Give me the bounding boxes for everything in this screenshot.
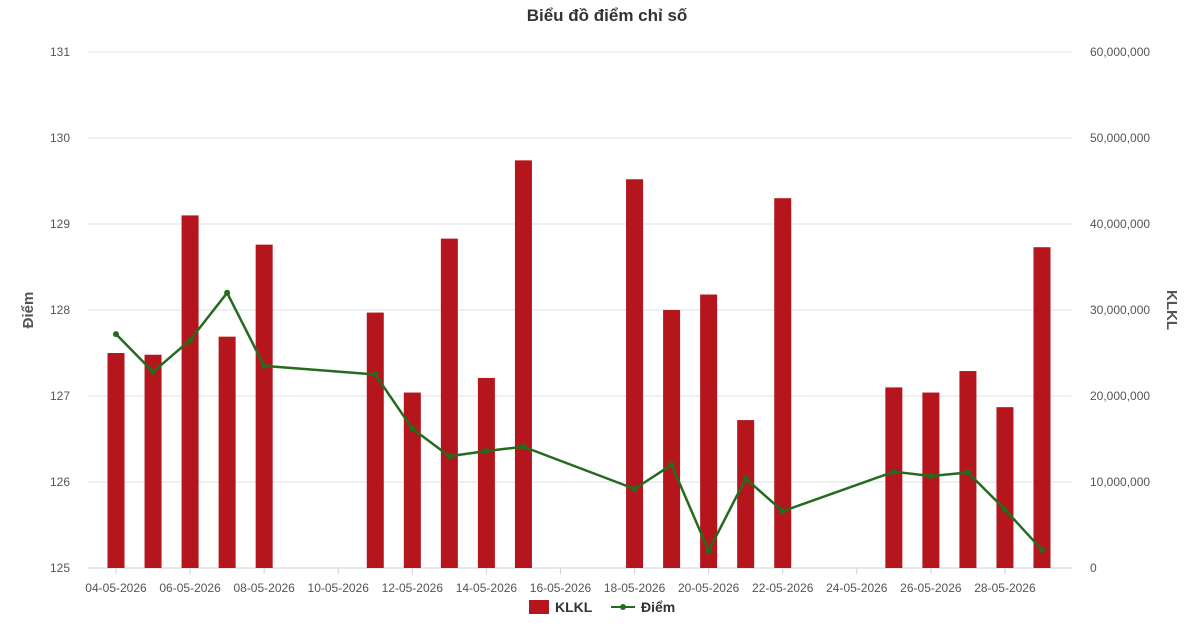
x-tick-label: 28-05-2026 [974, 581, 1036, 595]
diem-point [1039, 546, 1045, 553]
legend-marker-diem [620, 604, 626, 610]
gridlines [88, 51, 1072, 569]
diem-point [890, 468, 897, 475]
diem-point [150, 368, 157, 375]
klkl-bar [181, 215, 199, 568]
left-tick-label: 126 [50, 475, 70, 489]
klkl-bar [922, 392, 940, 568]
x-tick-label: 16-05-2026 [530, 581, 592, 595]
left-tick-label: 130 [50, 131, 70, 145]
klkl-bar [959, 371, 977, 568]
left-tick-label: 127 [50, 389, 70, 403]
x-tick-label: 20-05-2026 [678, 581, 740, 595]
left-tick-label: 131 [50, 45, 70, 59]
klkl-bar [774, 198, 792, 568]
diem-point [927, 472, 934, 479]
right-axis-title: KLKL [1163, 290, 1180, 330]
diem-point [705, 547, 712, 554]
diem-point [742, 475, 749, 482]
chart-title: Biểu đồ điểm chỉ số [527, 6, 688, 25]
left-tick-label: 125 [50, 561, 70, 575]
diem-point [372, 371, 379, 378]
x-axis: 04-05-2026 06-05-2026 08-05-2026 10-05-2026… [85, 568, 1036, 595]
diem-point [187, 337, 194, 344]
klkl-bar [996, 407, 1014, 568]
right-tick-label: 20,000,000 [1090, 389, 1150, 403]
klkl-bars [107, 160, 1051, 569]
klkl-bar [663, 310, 681, 568]
legend-label-diem: Điểm [641, 599, 675, 615]
klkl-bar [1033, 247, 1051, 568]
diem-point [668, 461, 675, 468]
diem-point [483, 448, 490, 455]
diem-point [779, 508, 786, 515]
diem-point [520, 443, 527, 450]
x-tick-label: 12-05-2026 [382, 581, 444, 595]
klkl-bar [737, 420, 755, 568]
diem-point [224, 289, 231, 296]
klkl-bar [440, 238, 458, 568]
x-tick-label: 06-05-2026 [159, 581, 221, 595]
right-tick-label: 30,000,000 [1090, 303, 1150, 317]
left-axis-ticks: 125 126 127 128 129 130 131 [50, 45, 70, 575]
klkl-bar [366, 312, 384, 568]
klkl-bar [477, 377, 495, 568]
diem-point [113, 331, 119, 338]
klkl-bar [144, 354, 162, 568]
diem-point [964, 469, 971, 476]
diem-point [446, 453, 453, 460]
klkl-bar [107, 353, 125, 568]
klkl-bar [626, 179, 644, 568]
legend-label-klkl: KLKL [555, 599, 593, 615]
klkl-bar [403, 392, 421, 568]
x-tick-label: 10-05-2026 [308, 581, 370, 595]
klkl-bar [885, 387, 903, 568]
x-tick-label: 26-05-2026 [900, 581, 962, 595]
right-tick-label: 0 [1090, 561, 1097, 575]
x-tick-label: 14-05-2026 [456, 581, 518, 595]
x-tick-label: 24-05-2026 [826, 581, 888, 595]
diem-point [631, 485, 638, 492]
klkl-bar [218, 336, 236, 568]
klkl-bar [255, 244, 273, 568]
diem-point [1001, 506, 1008, 513]
legend-swatch-klkl [529, 600, 549, 614]
right-axis-ticks: 0 10,000,000 20,000,000 30,000,000 40,000,00… [1090, 45, 1150, 575]
right-tick-label: 60,000,000 [1090, 45, 1150, 59]
klkl-bar [514, 160, 532, 569]
x-tick-label: 22-05-2026 [752, 581, 814, 595]
legend: KLKL Điểm [529, 599, 675, 615]
x-tick-label: 04-05-2026 [85, 581, 147, 595]
right-tick-label: 50,000,000 [1090, 131, 1150, 145]
x-tick-label: 18-05-2026 [604, 581, 666, 595]
diem-line [113, 289, 1045, 554]
right-tick-label: 10,000,000 [1090, 475, 1150, 489]
left-axis-title: Điểm [20, 292, 37, 329]
left-tick-label: 128 [50, 303, 70, 317]
x-tick-label: 08-05-2026 [233, 581, 295, 595]
diem-point [409, 425, 416, 432]
klkl-bar [700, 294, 718, 568]
left-tick-label: 129 [50, 217, 70, 231]
diem-series-line [115, 291, 1043, 553]
diem-point [261, 362, 268, 369]
right-tick-label: 40,000,000 [1090, 217, 1150, 231]
